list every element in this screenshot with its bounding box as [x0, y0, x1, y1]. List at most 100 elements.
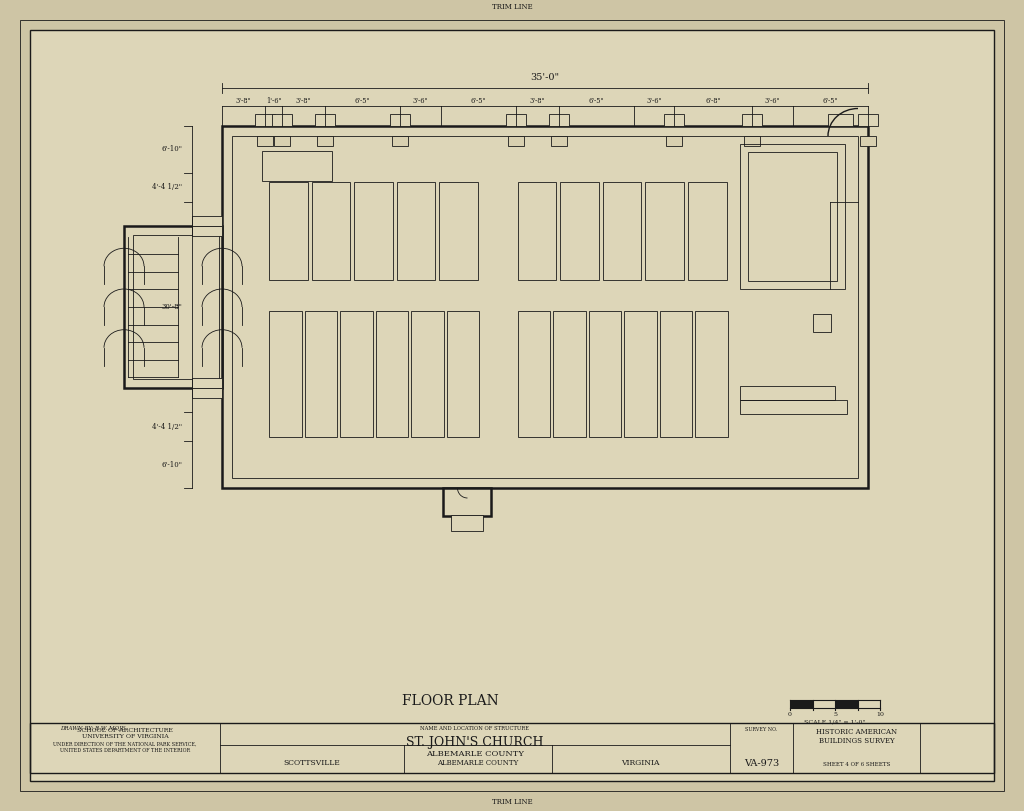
Bar [560, 182, 599, 280]
Bar [439, 182, 478, 280]
Text: HISTORIC AMERICAN: HISTORIC AMERICAN [816, 728, 897, 736]
Bar [740, 144, 845, 289]
Text: SCOTTSVILLE: SCOTTSVILLE [284, 759, 340, 767]
Text: SCHOOL OF ARCHITECTURE: SCHOOL OF ARCHITECTURE [77, 728, 173, 733]
Bar [390, 114, 410, 126]
Bar [376, 311, 408, 437]
Bar [232, 136, 858, 478]
Text: SCALE 1/4" = 1'-0": SCALE 1/4" = 1'-0" [804, 720, 865, 725]
Text: 3'-6": 3'-6" [765, 97, 780, 105]
Text: 1'-6": 1'-6" [266, 97, 282, 105]
Bar [315, 114, 335, 126]
Text: UNIVERSITY OF VIRGINIA: UNIVERSITY OF VIRGINIA [82, 734, 168, 739]
Bar [354, 182, 393, 280]
Bar [392, 136, 409, 146]
Bar [695, 311, 727, 437]
Bar [517, 311, 550, 437]
Bar [193, 216, 222, 225]
Bar [124, 225, 222, 388]
Bar [274, 136, 291, 146]
Bar [740, 400, 847, 414]
Bar [30, 723, 994, 773]
Text: 0: 0 [788, 712, 792, 717]
Bar [506, 114, 526, 126]
Bar [645, 182, 684, 280]
Bar [858, 114, 878, 126]
Bar [589, 311, 621, 437]
Bar [659, 311, 692, 437]
Bar [665, 114, 684, 126]
Bar [311, 182, 350, 280]
Text: 5: 5 [833, 712, 837, 717]
Bar [262, 151, 332, 181]
Text: UNITED STATES DEPARTMENT OF THE INTERIOR: UNITED STATES DEPARTMENT OF THE INTERIOR [60, 748, 190, 753]
Bar [443, 488, 492, 516]
Bar [411, 311, 443, 437]
Text: SURVEY NO.: SURVEY NO. [745, 727, 777, 732]
Text: ALBEMARLE COUNTY: ALBEMARLE COUNTY [426, 750, 524, 758]
Bar [317, 136, 333, 146]
Text: 3'-8": 3'-8" [236, 97, 251, 105]
Bar [551, 136, 566, 146]
Bar [812, 700, 835, 708]
Bar [269, 311, 301, 437]
Bar [508, 136, 524, 146]
Bar [860, 136, 876, 146]
Bar [193, 225, 222, 235]
Text: 3'-6": 3'-6" [646, 97, 662, 105]
Bar [667, 136, 682, 146]
Text: 6'-10": 6'-10" [161, 145, 182, 153]
Text: 3'-8": 3'-8" [529, 97, 545, 105]
Bar [828, 114, 853, 126]
Text: 3'-6": 3'-6" [413, 97, 428, 105]
Text: 3'-8": 3'-8" [296, 97, 311, 105]
Text: 4'-4 1/2": 4'-4 1/2" [152, 183, 182, 191]
Text: UNDER DIRECTION OF THE NATIONAL PARK SERVICE,: UNDER DIRECTION OF THE NATIONAL PARK SER… [53, 742, 197, 747]
Bar [744, 136, 760, 146]
Bar [304, 311, 337, 437]
Text: VIRGINIA: VIRGINIA [622, 759, 660, 767]
Bar [517, 182, 556, 280]
Bar [835, 700, 857, 708]
Text: VA-973: VA-973 [743, 758, 779, 767]
Text: SHEET 4 OF 6 SHEETS: SHEET 4 OF 6 SHEETS [823, 762, 890, 767]
Text: 6'-8": 6'-8" [706, 97, 721, 105]
Bar [193, 388, 222, 398]
Bar [748, 152, 837, 281]
Bar [624, 311, 656, 437]
Bar [740, 386, 835, 400]
Bar [452, 515, 483, 531]
Bar [340, 311, 373, 437]
Text: 30'-8": 30'-8" [161, 303, 182, 311]
Text: 10: 10 [876, 712, 884, 717]
Text: ST. JOHN'S CHURCH: ST. JOHN'S CHURCH [407, 736, 544, 749]
Bar [790, 700, 812, 708]
Bar [269, 182, 307, 280]
Text: 6'-5": 6'-5" [823, 97, 839, 105]
Text: BUILDINGS SURVEY: BUILDINGS SURVEY [818, 737, 894, 745]
Text: 6'-5": 6'-5" [471, 97, 486, 105]
Text: NAME AND LOCATION OF STRUCTURE: NAME AND LOCATION OF STRUCTURE [421, 726, 529, 731]
Bar [255, 114, 274, 126]
Bar [397, 182, 435, 280]
Text: 35'-0": 35'-0" [530, 73, 559, 82]
Bar [742, 114, 762, 126]
Bar [272, 114, 292, 126]
Bar [813, 315, 831, 333]
Bar [193, 379, 222, 388]
Text: ALBEMARLE COUNTY: ALBEMARLE COUNTY [437, 759, 518, 767]
Text: 6'-5": 6'-5" [589, 97, 604, 105]
Bar [857, 700, 880, 708]
Text: 4'-4 1/2": 4'-4 1/2" [152, 423, 182, 431]
Bar [553, 311, 586, 437]
Bar [688, 182, 726, 280]
Bar [603, 182, 641, 280]
Bar [133, 234, 219, 380]
Text: 6'-10": 6'-10" [161, 461, 182, 469]
Text: TRIM LINE: TRIM LINE [492, 798, 532, 806]
Bar [257, 136, 272, 146]
Text: DRAWN BY: R.W. MOJE: DRAWN BY: R.W. MOJE [60, 726, 125, 731]
Bar [222, 126, 868, 488]
Bar [446, 311, 479, 437]
Text: TRIM LINE: TRIM LINE [492, 3, 532, 11]
